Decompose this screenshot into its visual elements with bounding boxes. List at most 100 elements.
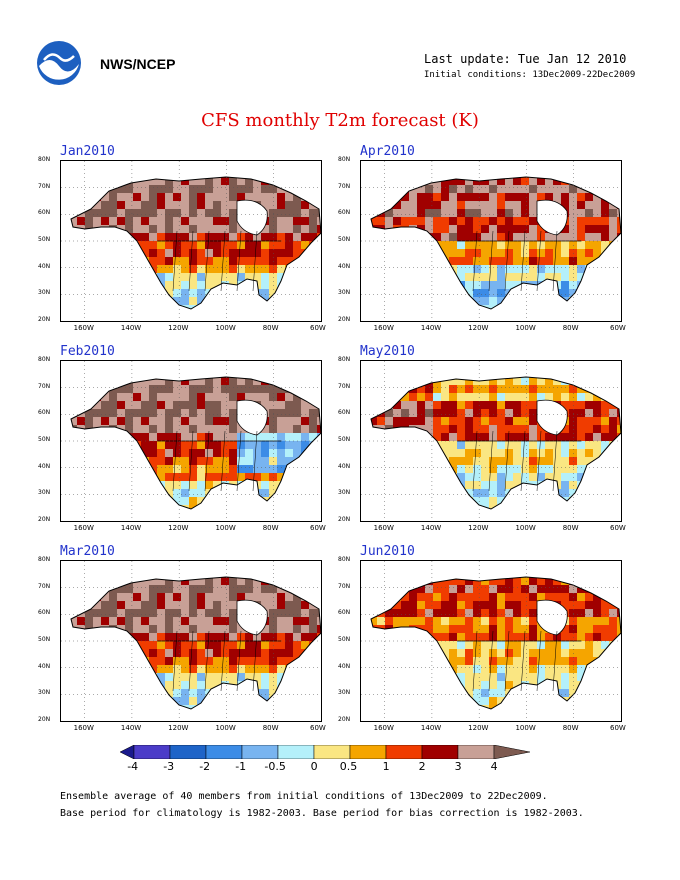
lat-tick-label: 40N xyxy=(338,262,351,270)
lat-tick-label: 20N xyxy=(338,316,351,323)
lat-tick-label: 30N xyxy=(38,689,51,697)
forecast-map-canvas xyxy=(61,161,321,321)
lat-tick-label: 30N xyxy=(338,289,351,297)
panel-title: Jun2010 xyxy=(360,544,415,559)
lon-tick-label: 120W xyxy=(168,324,189,332)
colorbar-swatch xyxy=(385,745,423,759)
lat-tick-label: 60N xyxy=(38,609,51,617)
colorbar-swatch xyxy=(120,745,135,759)
lat-tick-label: 60N xyxy=(338,209,351,217)
lon-tick-label: 60W xyxy=(610,324,626,332)
lat-tick-label: 80N xyxy=(38,556,51,563)
page-title: CFS monthly T2m forecast (K) xyxy=(201,110,479,131)
forecast-map xyxy=(360,560,622,722)
lat-tick-label: 60N xyxy=(338,609,351,617)
lat-tick-label: 70N xyxy=(338,182,351,190)
colorbar-swatch xyxy=(457,745,495,759)
panel-title: Feb2010 xyxy=(60,344,115,359)
colorbar-swatch xyxy=(421,745,459,759)
lat-tick-label: 30N xyxy=(38,489,51,497)
lon-tick-label: 160W xyxy=(73,524,94,532)
colorbar-swatch xyxy=(313,745,351,759)
forecast-map xyxy=(360,360,622,522)
lat-tick-label: 70N xyxy=(38,582,51,590)
colorbar-label: 0 xyxy=(310,760,318,773)
lon-tick-label: 160W xyxy=(373,324,394,332)
lon-tick-label: 80W xyxy=(262,724,279,732)
colorbar-swatch xyxy=(241,745,279,759)
colorbar-swatch xyxy=(169,745,207,759)
lat-tick-label: 50N xyxy=(38,236,51,243)
lat-tick-label: 20N xyxy=(38,516,51,523)
lon-tick-label: 120W xyxy=(468,324,489,332)
lon-tick-label: 140W xyxy=(420,724,442,732)
agency-name: NWS/NCEP xyxy=(100,56,176,72)
forecast-map-canvas xyxy=(61,361,321,521)
lat-tick-label: 70N xyxy=(338,382,351,390)
colorbar-label: 0.5 xyxy=(339,760,358,773)
lon-tick-label: 160W xyxy=(73,724,94,732)
panel-title: Apr2010 xyxy=(360,144,415,159)
colorbar-label: -4 xyxy=(127,760,139,773)
lon-tick-label: 160W xyxy=(73,324,94,332)
lon-tick-label: 80W xyxy=(562,724,579,732)
lat-tick-label: 60N xyxy=(338,409,351,417)
lat-tick-label: 80N xyxy=(338,556,351,563)
lon-tick-label: 160W xyxy=(373,524,394,532)
lat-tick-label: 80N xyxy=(338,356,351,363)
lat-tick-label: 20N xyxy=(38,316,51,323)
lat-tick-label: 30N xyxy=(338,689,351,697)
lon-tick-label: 140W xyxy=(420,524,442,532)
lat-tick-label: 70N xyxy=(38,182,51,190)
lon-tick-label: 80W xyxy=(262,324,279,332)
forecast-map xyxy=(360,160,622,322)
panel-title: Mar2010 xyxy=(60,544,115,559)
panel-title: May2010 xyxy=(360,344,415,359)
footer-line-2: Base period for climatology is 1982-2003… xyxy=(60,808,584,819)
lat-tick-label: 40N xyxy=(338,462,351,470)
lat-tick-label: 70N xyxy=(38,382,51,390)
lon-tick-label: 80W xyxy=(262,524,279,532)
colorbar-label: 2 xyxy=(418,760,426,773)
lon-tick-label: 60W xyxy=(610,524,626,532)
colorbar-swatch xyxy=(205,745,243,759)
lat-tick-label: 40N xyxy=(38,662,51,670)
lon-tick-label: 120W xyxy=(168,724,189,732)
colorbar-label: 1 xyxy=(382,760,390,773)
lon-tick-label: 60W xyxy=(310,324,326,332)
lat-tick-label: 40N xyxy=(338,662,351,670)
colorbar-swatch xyxy=(493,745,531,759)
forecast-map-canvas xyxy=(361,161,621,321)
colorbar xyxy=(120,745,531,759)
lat-tick-label: 80N xyxy=(38,156,51,163)
noaa-logo xyxy=(37,41,81,85)
colorbar-label: -2 xyxy=(199,760,211,773)
lon-tick-label: 60W xyxy=(310,724,326,732)
forecast-map-canvas xyxy=(361,361,621,521)
lat-tick-label: 50N xyxy=(338,436,351,443)
initial-conditions: Initial conditions: 13Dec2009-22Dec2009 xyxy=(424,70,636,80)
panel-title: Jan2010 xyxy=(60,144,115,159)
lon-tick-label: 100W xyxy=(515,324,536,332)
lon-tick-label: 80W xyxy=(562,524,579,532)
last-update: Last update: Tue Jan 12 2010 xyxy=(424,52,627,66)
lon-tick-label: 100W xyxy=(215,524,236,532)
lat-tick-label: 60N xyxy=(38,209,51,217)
forecast-map xyxy=(60,360,322,522)
lat-tick-label: 20N xyxy=(338,516,351,523)
lon-tick-label: 140W xyxy=(120,324,142,332)
forecast-map xyxy=(60,160,322,322)
lon-tick-label: 140W xyxy=(120,524,142,532)
colorbar-swatch xyxy=(133,745,171,759)
lat-tick-label: 50N xyxy=(38,636,51,643)
lon-tick-label: 60W xyxy=(610,724,626,732)
lon-tick-label: 140W xyxy=(120,724,142,732)
colorbar-label: -1 xyxy=(235,760,247,773)
lon-tick-label: 80W xyxy=(562,324,579,332)
lat-tick-label: 70N xyxy=(338,582,351,590)
lat-tick-label: 30N xyxy=(38,289,51,297)
lat-tick-label: 50N xyxy=(338,236,351,243)
forecast-map xyxy=(60,560,322,722)
forecast-map-canvas xyxy=(61,561,321,721)
lat-tick-label: 40N xyxy=(38,462,51,470)
